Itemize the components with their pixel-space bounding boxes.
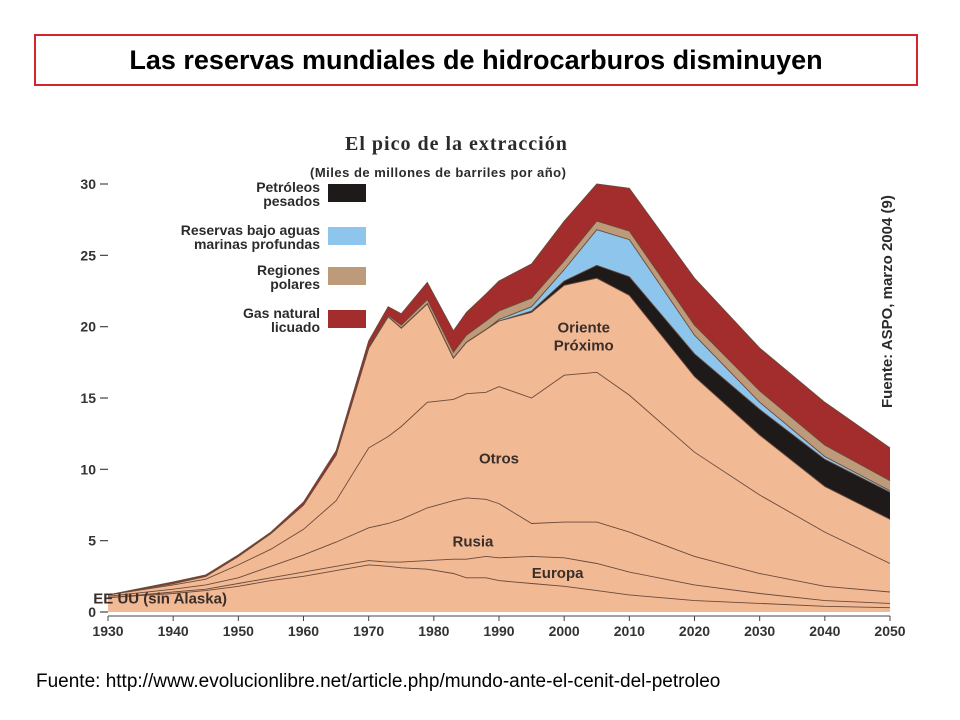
boundary-rusia: [107, 497, 891, 597]
legend-swatch: [328, 310, 366, 328]
x-tick-label: 1930: [92, 623, 123, 639]
legend-swatch: [328, 184, 366, 202]
area-rusia: [108, 497, 890, 604]
series-label: Próximo: [554, 337, 614, 354]
boundary-otros: [107, 371, 891, 596]
series-label: EE UU (sin Alaska): [93, 590, 227, 607]
chart-subtitle: (Miles de millones de barriles por año): [310, 165, 566, 180]
series-boundaries: [107, 183, 891, 609]
series-label: Rusia: [453, 533, 495, 550]
y-tick-label: 15: [80, 390, 96, 406]
source-text: Fuente: http://www.evolucionlibre.net/ar…: [36, 671, 721, 692]
boundary-ee-uu-sin-alaska: [107, 564, 891, 609]
legend-label: Reservas bajo aguas: [181, 222, 321, 238]
x-tick-label: 1970: [353, 623, 384, 639]
x-tick-label: 2040: [809, 623, 840, 639]
series-labels: EE UU (sin Alaska) Europa Rusia Otros Orient…: [93, 319, 613, 607]
legend-swatch: [328, 267, 366, 285]
x-tick-label: 2010: [614, 623, 645, 639]
side-source: Fuente: ASPO, marzo 2004 (9): [879, 195, 896, 408]
slide-title-box: Las reservas mundiales de hidrocarburos …: [34, 34, 918, 86]
x-tick-label: 2030: [744, 623, 775, 639]
x-tick-label: 1960: [288, 623, 319, 639]
x-tick-label: 2020: [679, 623, 710, 639]
legend-label: Gas natural: [243, 305, 320, 321]
peak-extraction-chart: El pico de la extracción (Miles de millo…: [80, 133, 905, 639]
slide-title: Las reservas mundiales de hidrocarburos …: [129, 44, 823, 75]
legend-label: licuado: [271, 319, 320, 335]
y-tick-label: 20: [80, 319, 96, 335]
series-label: Europa: [532, 565, 584, 582]
x-tick-label: 1950: [223, 623, 254, 639]
area-europa: [108, 556, 890, 608]
legend-swatch: [328, 227, 366, 245]
legend-label: polares: [270, 276, 320, 292]
chart-title: El pico de la extracción: [345, 133, 568, 155]
legend-label: Regiones: [257, 262, 320, 278]
area-oriente-proximo: [108, 278, 890, 595]
boundary-europa: [107, 555, 891, 604]
series-label: Otros: [479, 451, 519, 468]
legend-label: pesados: [263, 193, 320, 209]
y-tick-label: 25: [80, 247, 96, 263]
x-tick-label: 1990: [483, 623, 514, 639]
y-tick-label: 10: [80, 461, 96, 477]
y-tick-label: 30: [80, 176, 96, 192]
y-tick-label: 0: [88, 604, 96, 620]
x-tick-label: 1940: [158, 623, 189, 639]
series-label: Oriente: [557, 319, 610, 336]
area-gas-natural-licuado: [108, 184, 890, 595]
boundary-regiones-polares: [107, 220, 891, 596]
x-tick-label: 2050: [874, 623, 905, 639]
x-tick-label: 1980: [418, 623, 449, 639]
legend-label: marinas profundas: [194, 236, 320, 252]
x-tick-label: 2000: [549, 623, 580, 639]
axes: 1930 1940 1950 1960 1970 1980 1990 2000 2010 2020…: [80, 176, 905, 639]
y-tick-label: 5: [88, 533, 96, 549]
boundary-gas-natural-licuado: [107, 183, 891, 596]
area-otros: [108, 372, 890, 597]
legend-label: Petróleos: [256, 179, 320, 195]
